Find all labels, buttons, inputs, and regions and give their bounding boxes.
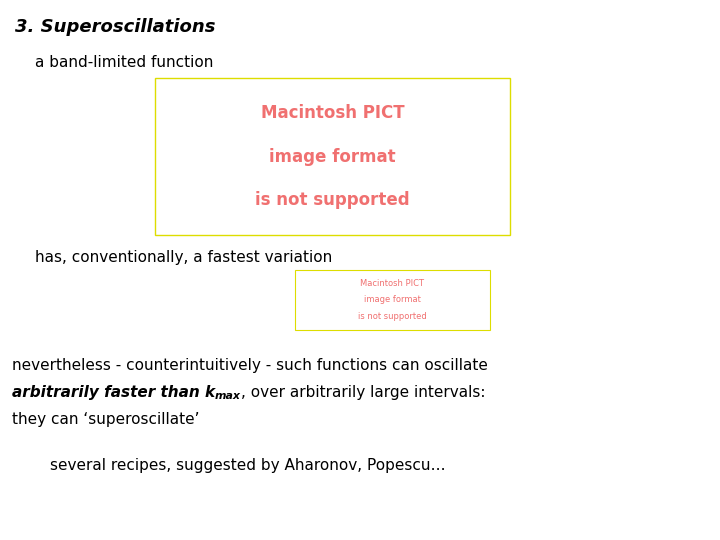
Text: is not supported: is not supported: [255, 192, 410, 210]
Text: 3. Superoscillations: 3. Superoscillations: [15, 18, 215, 36]
Text: nevertheless - counterintuitively - such functions can oscillate: nevertheless - counterintuitively - such…: [12, 358, 488, 373]
Text: has, conventionally, a fastest variation: has, conventionally, a fastest variation: [35, 250, 332, 265]
Text: arbitrarily faster than k: arbitrarily faster than k: [12, 385, 215, 400]
Text: Macintosh PICT: Macintosh PICT: [261, 104, 405, 122]
Text: Macintosh PICT: Macintosh PICT: [361, 279, 425, 288]
Text: max: max: [215, 391, 241, 401]
Text: image format: image format: [364, 295, 421, 305]
Text: is not supported: is not supported: [358, 312, 427, 321]
Text: a band-limited function: a band-limited function: [35, 55, 213, 70]
Text: , over arbitrarily large intervals:: , over arbitrarily large intervals:: [241, 385, 485, 400]
Text: they can ‘superoscillate’: they can ‘superoscillate’: [12, 412, 199, 427]
Text: several recipes, suggested by Aharonov, Popescu…: several recipes, suggested by Aharonov, …: [50, 458, 446, 473]
Text: image format: image format: [269, 147, 396, 165]
